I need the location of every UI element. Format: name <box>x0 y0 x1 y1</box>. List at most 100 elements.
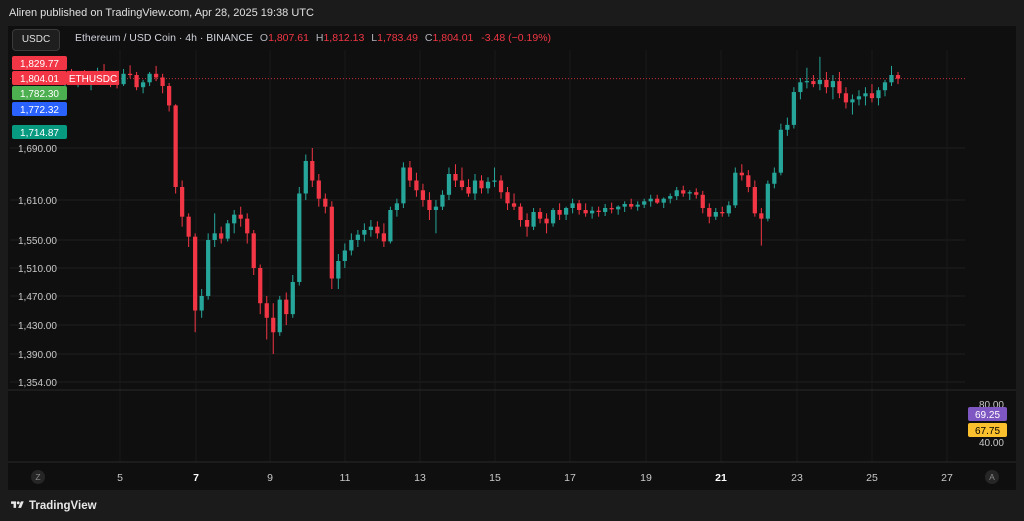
candle-body <box>739 172 744 176</box>
open-value: 1,807.61 <box>268 32 309 44</box>
candle-body <box>694 192 699 195</box>
symbol-tag-label: ETHUSDC <box>69 74 117 85</box>
date-axis: 5 7 9 11 13 15 17 19 21 23 25 27 <box>8 461 1016 484</box>
candle-body <box>570 203 575 208</box>
candle <box>629 198 634 210</box>
candle <box>388 206 393 244</box>
candle <box>817 56 823 91</box>
candle <box>420 183 426 207</box>
candle-body <box>277 299 282 333</box>
price-badge-bg <box>12 86 67 100</box>
candle-body <box>219 233 224 239</box>
candle <box>700 190 705 214</box>
brand-label: TradingView <box>29 500 97 512</box>
symbol-tag-bg <box>67 71 119 85</box>
candle-body <box>648 198 653 202</box>
candle-body <box>882 82 888 91</box>
indicator-tick-label: 40.00 <box>979 438 1004 449</box>
candle <box>303 154 308 200</box>
candle-body <box>446 174 452 195</box>
candle-body <box>394 203 400 210</box>
candle <box>596 206 601 217</box>
candle <box>837 71 842 99</box>
candle-body <box>284 299 289 315</box>
candle-body <box>336 261 341 279</box>
candle-body <box>707 208 712 217</box>
candle-body <box>869 93 875 99</box>
candle <box>264 296 269 340</box>
date-tick-label: 11 <box>340 472 351 484</box>
candle-body <box>433 206 439 210</box>
symbol-selector[interactable]: USDC <box>12 29 60 51</box>
candle <box>603 204 608 216</box>
candle <box>707 203 712 224</box>
candle <box>206 233 211 300</box>
candles <box>62 56 901 354</box>
candle <box>251 230 256 275</box>
top-bar: Aliren published on TradingView.com, Apr… <box>0 0 1024 26</box>
candle-body <box>577 203 582 210</box>
candle-body <box>765 183 770 219</box>
candle <box>856 90 862 106</box>
candle-body <box>167 85 172 106</box>
candle-body <box>206 240 211 296</box>
candle <box>668 193 673 204</box>
date-tick-label: 23 <box>791 472 803 484</box>
candle <box>642 198 647 208</box>
candle-body <box>603 208 608 212</box>
candle <box>290 275 295 318</box>
candle-body <box>186 216 191 237</box>
candle-body <box>804 81 810 83</box>
date-tick-label: 27 <box>941 472 953 484</box>
price-tick-label: 1,430.00 <box>18 321 57 332</box>
candle <box>375 221 380 239</box>
candle <box>577 200 582 215</box>
candle <box>882 79 888 97</box>
legend-title: Ethereum / USD Coin · 4h · BINANCE <box>75 32 253 44</box>
candle <box>160 73 165 94</box>
date-tick-label: 7 <box>193 472 199 484</box>
candle-body <box>459 180 465 187</box>
candle <box>726 201 731 217</box>
change-value: -3.48 (−0.19%) <box>481 32 552 44</box>
price-badge-bg <box>12 102 67 116</box>
candle-body <box>147 73 152 83</box>
candle-body <box>759 213 764 219</box>
indicator-badge-label: 69.25 <box>975 410 1000 421</box>
candle <box>271 303 276 354</box>
indicator-badge: 67.75 <box>968 423 1007 437</box>
candle <box>440 190 445 210</box>
date-tick-label: 13 <box>414 472 426 484</box>
chart-frame[interactable] <box>8 26 1016 490</box>
candle-body <box>642 201 647 205</box>
candle <box>694 188 699 199</box>
candle-body <box>173 105 178 187</box>
auto-scale-button[interactable]: A <box>985 470 999 484</box>
candle-body <box>518 206 523 220</box>
candle <box>739 164 744 181</box>
candle-body <box>824 79 829 88</box>
candle <box>277 296 282 336</box>
candle-body <box>466 187 471 194</box>
candle <box>140 79 146 94</box>
candle <box>616 205 621 215</box>
close-value: 1,804.01 <box>432 32 474 44</box>
candle <box>609 202 614 214</box>
candle <box>622 201 627 212</box>
candle-body <box>863 93 868 97</box>
tradingview-brand[interactable]: TradingView <box>10 500 97 512</box>
candle <box>531 208 536 230</box>
candle <box>219 226 224 244</box>
candle <box>180 180 185 227</box>
price-tick-label: 1,470.00 <box>18 292 57 303</box>
candle-body <box>160 77 165 86</box>
time-axis-zoom-button[interactable]: Z <box>31 470 45 484</box>
candle <box>485 177 491 194</box>
price-tick-label: 1,610.00 <box>18 196 57 207</box>
date-tick-label: 9 <box>267 472 273 484</box>
candle <box>186 213 191 247</box>
candle-body <box>323 198 328 207</box>
candle-body <box>498 180 504 193</box>
candle-body <box>316 180 321 199</box>
